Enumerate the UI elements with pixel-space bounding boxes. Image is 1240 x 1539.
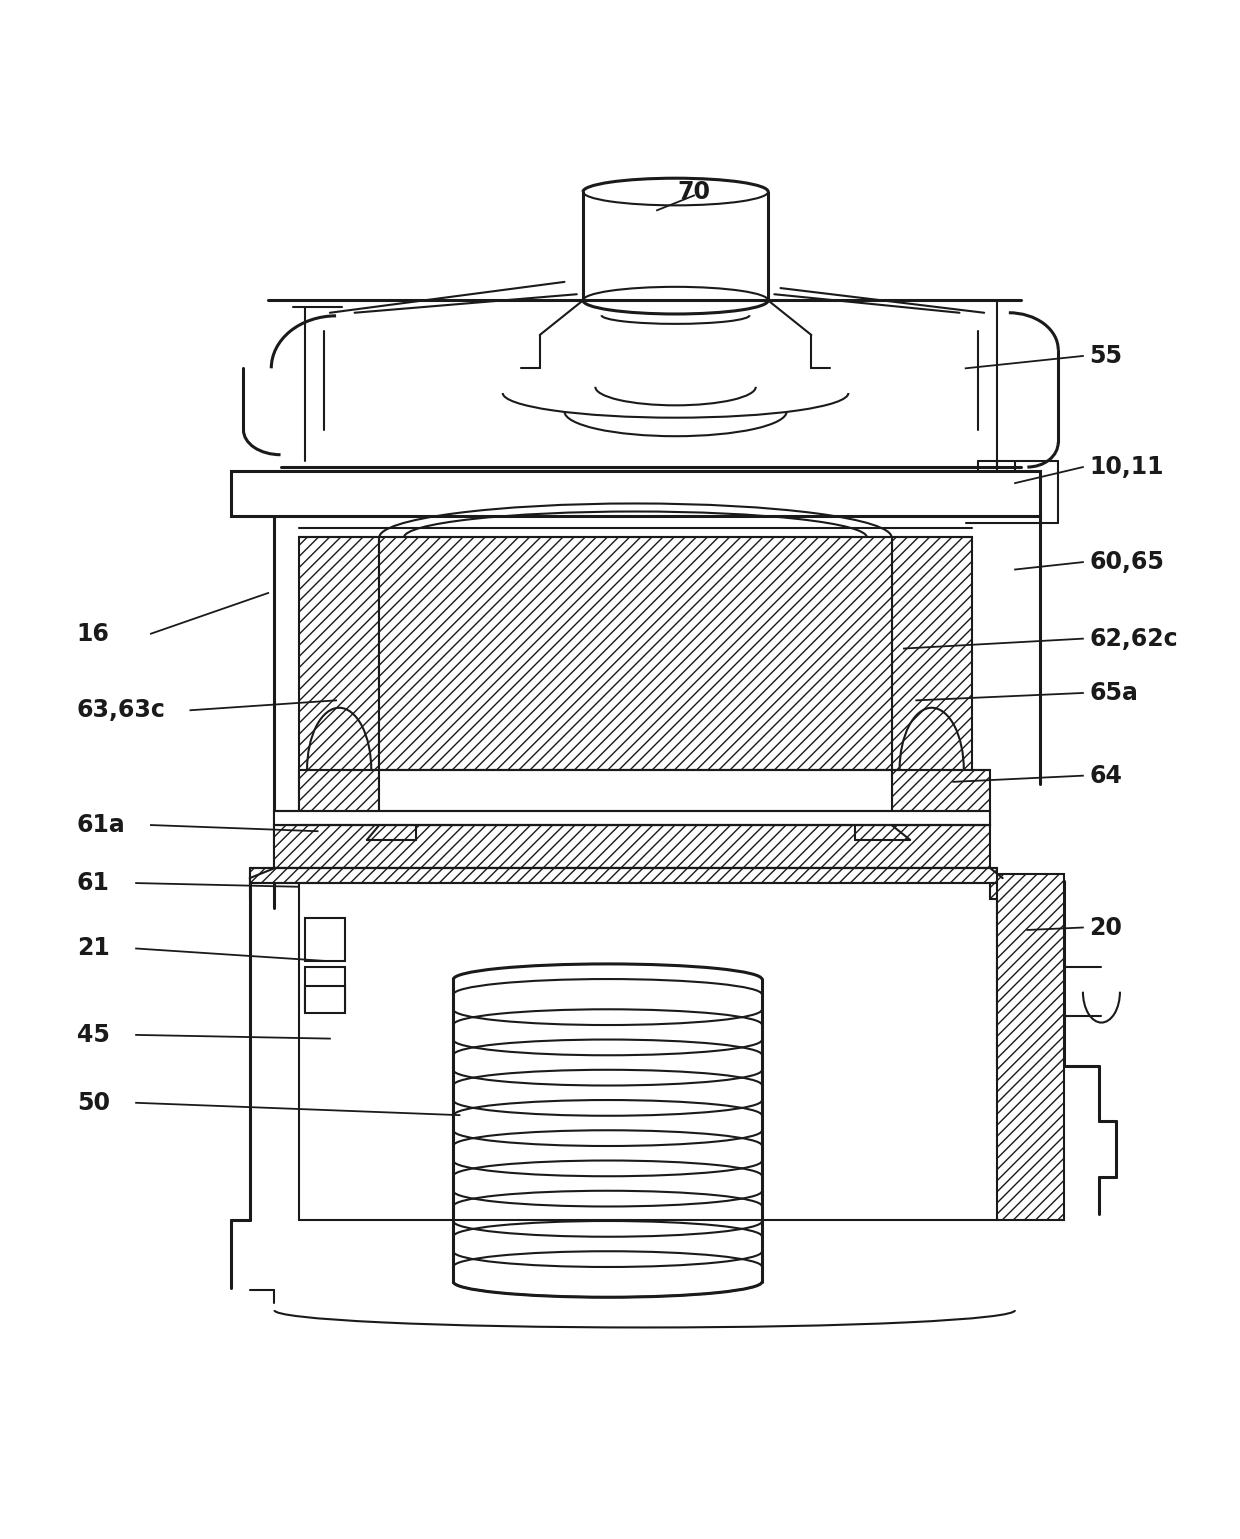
Text: 50: 50 [77,1091,110,1114]
Bar [892,770,991,825]
Bar [299,770,379,825]
Circle shape [435,973,780,1319]
Text: 62,62c: 62,62c [1089,626,1178,651]
Text: 10,11: 10,11 [1089,456,1163,479]
Text: 61a: 61a [77,813,125,837]
Text: 45: 45 [77,1023,109,1047]
Bar [997,874,1064,1220]
Text: 65a: 65a [1089,680,1138,705]
Bar [274,825,991,868]
Bar [892,537,972,843]
Text: 70: 70 [677,180,711,203]
Bar [305,985,345,1013]
Text: 21: 21 [77,937,109,960]
Text: 20: 20 [1089,916,1122,939]
Bar [991,879,1039,899]
Bar [249,868,997,883]
Text: 16: 16 [77,622,109,646]
Text: 64: 64 [1089,763,1122,788]
Text: 55: 55 [1089,343,1122,368]
Bar [231,471,1039,517]
Text: 61: 61 [77,871,109,896]
Text: 63,63c: 63,63c [77,699,166,722]
Bar [305,966,345,1010]
Bar [379,770,892,819]
Bar [305,917,345,960]
Bar [299,537,379,843]
Bar [379,537,892,770]
Bar [274,811,991,825]
Text: 60,65: 60,65 [1089,549,1164,574]
